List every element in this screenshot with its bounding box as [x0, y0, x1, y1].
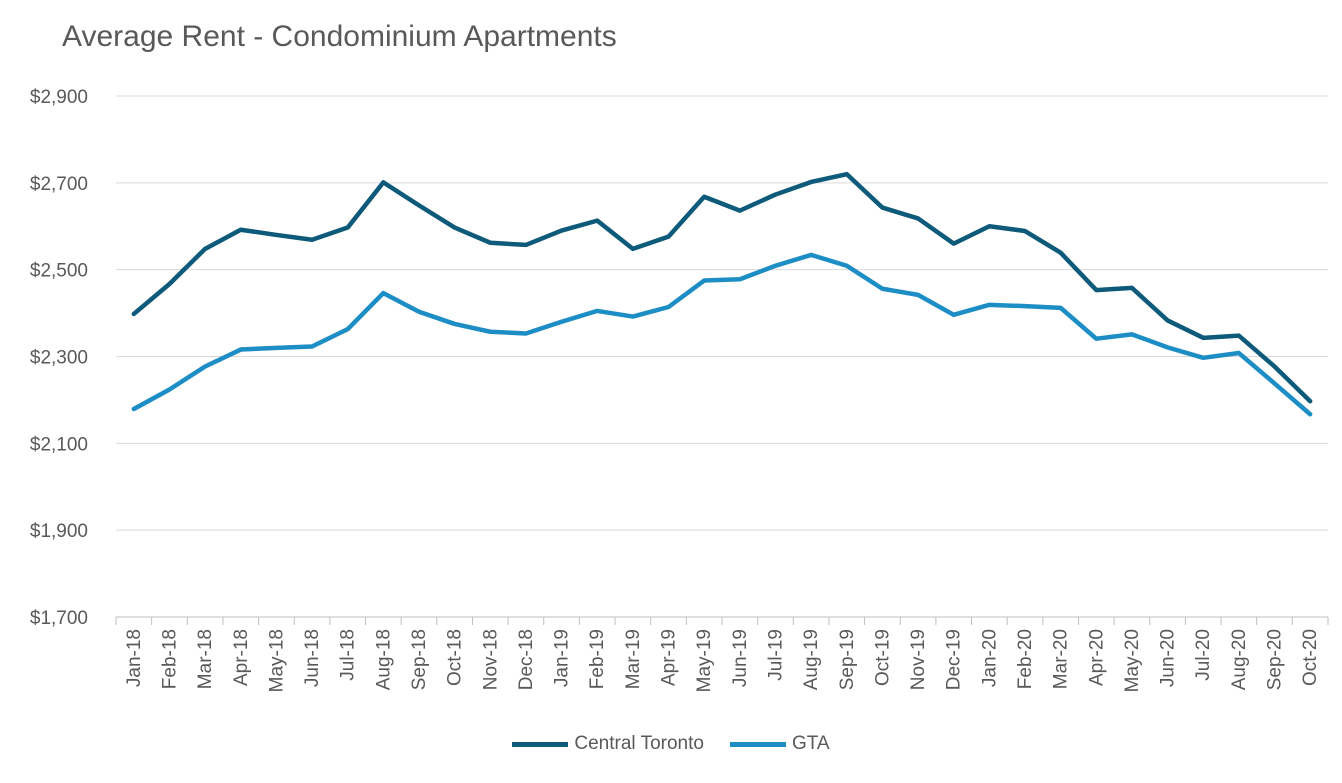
x-tick-label: Feb-19	[587, 629, 608, 689]
x-tick-label: May-18	[266, 629, 287, 692]
x-tick-label: Aug-18	[373, 629, 394, 690]
y-tick-label: $2,100	[30, 434, 88, 455]
x-tick-label: Oct-20	[1300, 629, 1321, 686]
x-tick-label: Jan-20	[979, 629, 1000, 687]
x-tick-label: Jun-19	[730, 629, 751, 687]
x-tick-label: Jun-20	[1158, 629, 1179, 687]
chart-title: Average Rent - Condominium Apartments	[62, 20, 617, 53]
x-tick-label: Jun-18	[302, 629, 323, 687]
x-tick-label: Feb-20	[1015, 629, 1036, 689]
x-tick-label: Aug-20	[1229, 629, 1250, 690]
y-axis: $1,700 $1,900 $2,100 $2,300 $2,500 $2,700 $2,9…	[30, 87, 88, 629]
series-lines	[131, 171, 1313, 417]
y-tick-label: $1,900	[30, 521, 88, 542]
x-tick-label: Jan-18	[124, 629, 145, 687]
x-tick-label: Jan-19	[552, 629, 573, 687]
x-tick-label: Apr-19	[659, 629, 680, 686]
x-tick-label: Apr-18	[231, 629, 252, 686]
y-tick-label: $1,700	[30, 608, 88, 629]
x-tick-label: Jul-20	[1193, 629, 1214, 681]
x-tick-label: Nov-18	[480, 629, 501, 690]
y-tick-label: $2,500	[30, 261, 88, 282]
y-tick-label: $2,900	[30, 87, 88, 108]
x-tick-label: Feb-18	[159, 629, 180, 689]
gridlines	[116, 95, 1328, 531]
x-tick-label: Nov-19	[908, 629, 929, 690]
legend-swatch-central-toronto	[512, 741, 569, 747]
x-tick-label: May-20	[1122, 629, 1143, 692]
x-tick-label: Jul-18	[338, 629, 359, 681]
x-tick-label: Sep-20	[1265, 629, 1286, 690]
legend-item-central-toronto: Central Toronto	[512, 733, 704, 755]
x-tick-label: Mar-18	[195, 629, 216, 689]
y-tick-label: $2,700	[30, 174, 88, 195]
legend-label-central-toronto: Central Toronto	[574, 733, 704, 754]
x-tick-label: Jul-19	[765, 629, 786, 681]
series-line-gta	[131, 252, 1313, 417]
legend-swatch-gta	[729, 741, 786, 747]
y-tick-label: $2,300	[30, 348, 88, 369]
series-line-central-toronto	[131, 171, 1313, 404]
legend: Central Toronto GTA	[0, 733, 1342, 755]
legend-label-gta: GTA	[791, 733, 830, 754]
x-tick-label: Mar-20	[1051, 629, 1072, 689]
x-tick-label: Oct-18	[445, 629, 466, 686]
x-tick-label: Dec-19	[944, 629, 965, 690]
x-tick-label: Aug-19	[801, 629, 822, 690]
x-tick-label: Dec-18	[516, 629, 537, 690]
x-tick-label: Mar-19	[623, 629, 644, 689]
x-tick-label: Oct-19	[872, 629, 893, 686]
x-tick-label: Sep-19	[837, 629, 858, 690]
x-tick-label: Apr-20	[1086, 629, 1107, 686]
x-axis: Jan-18 Feb-18 Mar-18 Apr-18 May-18 Jun-18 Jul-…	[115, 616, 1329, 692]
x-tick-label: Sep-18	[409, 629, 430, 690]
x-tick-label: May-19	[694, 629, 715, 692]
legend-item-gta: GTA	[729, 733, 830, 755]
